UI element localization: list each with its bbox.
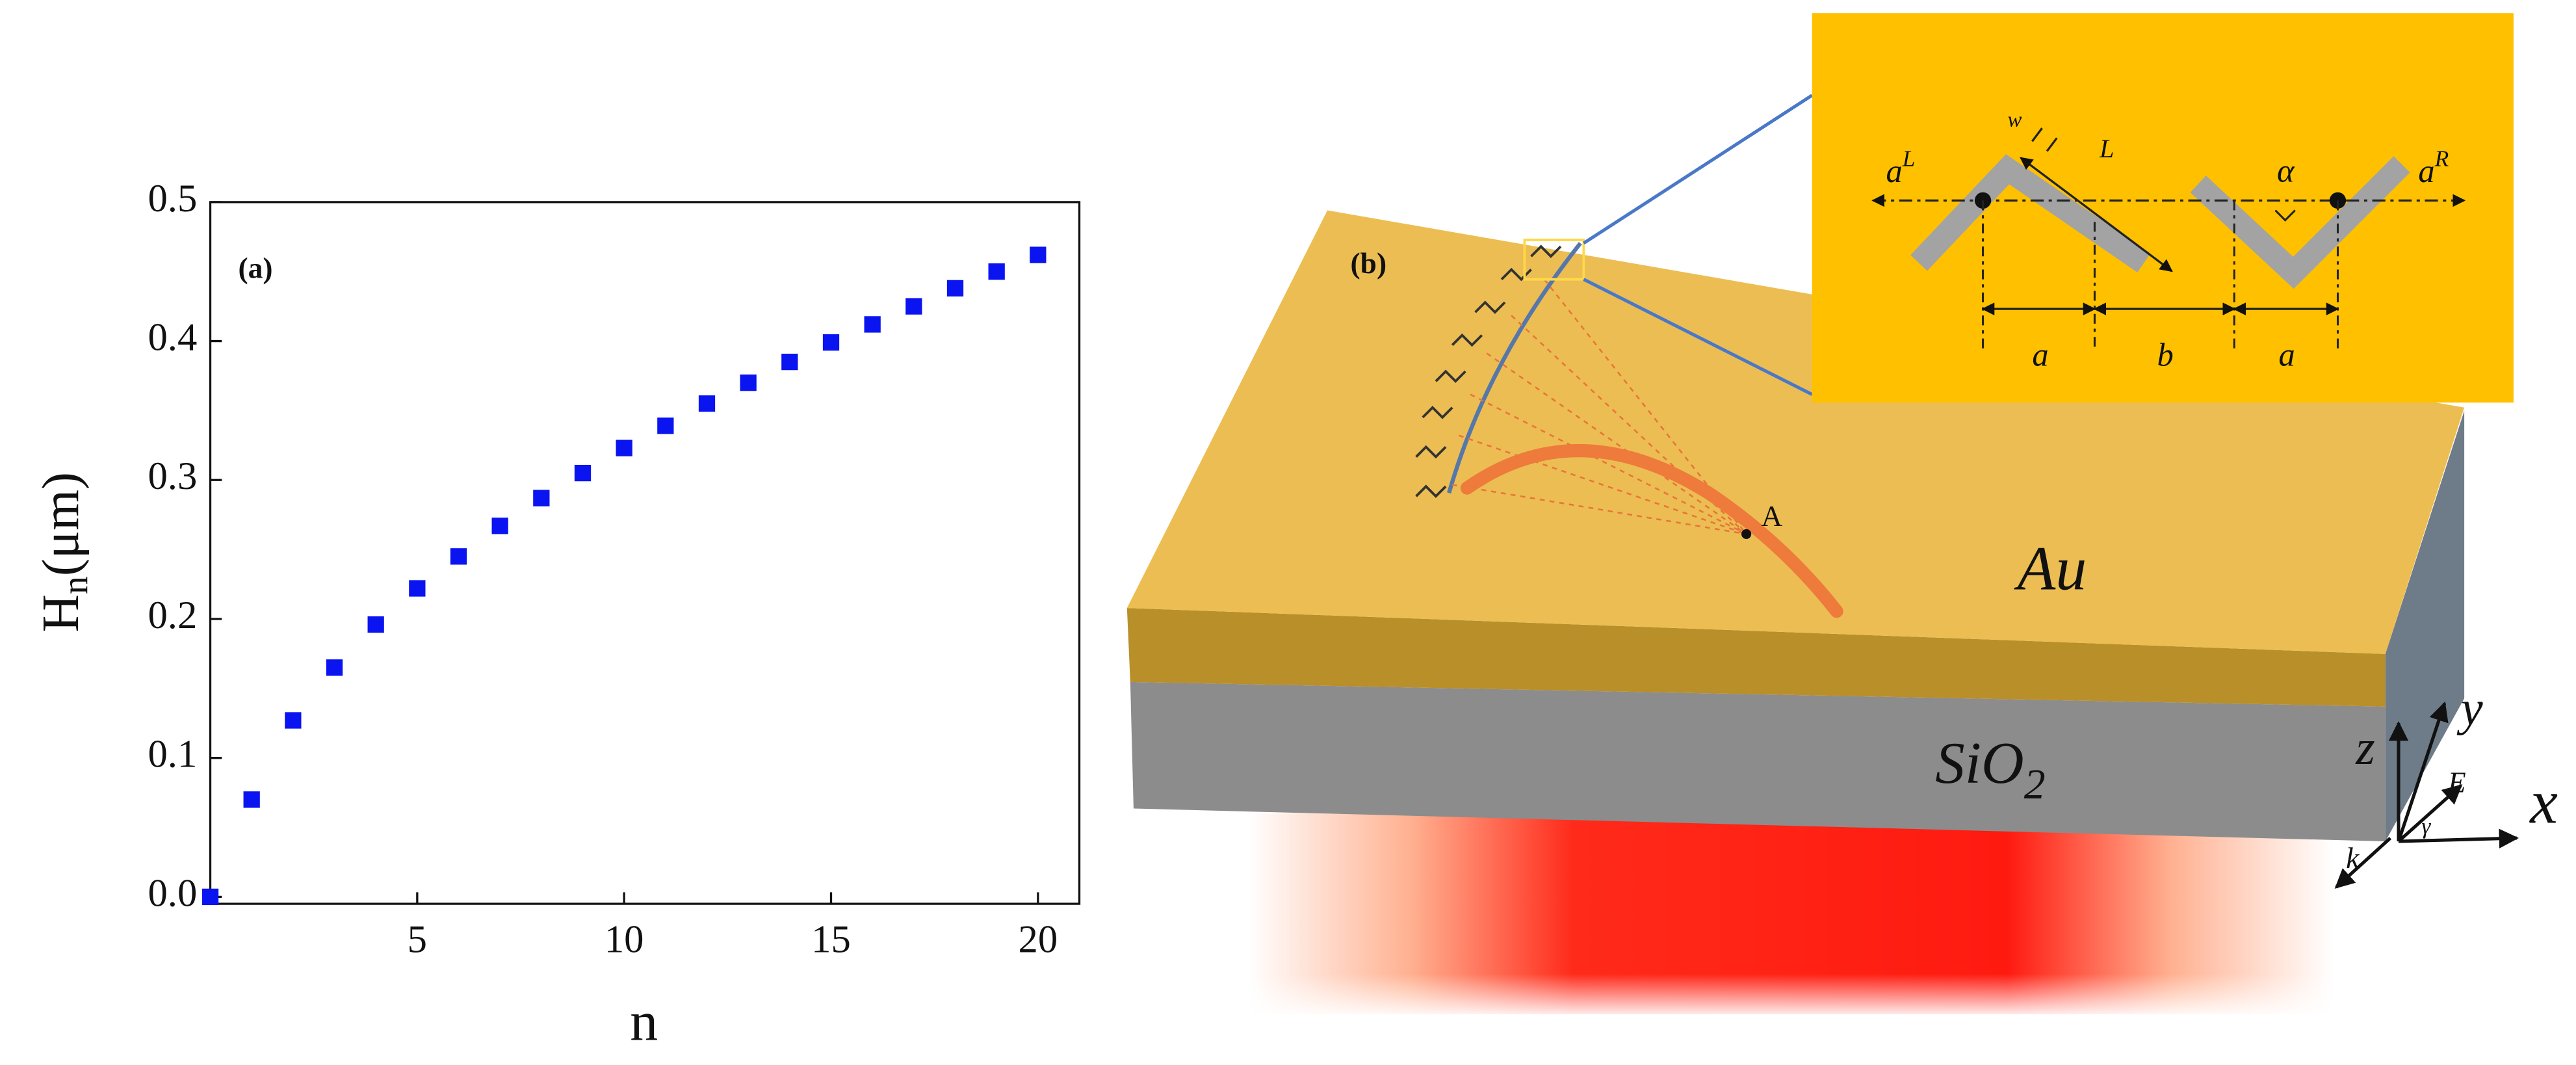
x-axis-label: n (630, 990, 658, 1052)
sio2-sub: 2 (2024, 761, 2046, 808)
point (740, 375, 757, 391)
y-axis-label: Hn(μm) (32, 472, 96, 632)
polarization-label: γ (2421, 813, 2431, 839)
plot-frame (209, 201, 1081, 905)
y-tick-label: 0.3 (148, 454, 197, 498)
zoom-box (1523, 239, 1585, 281)
dimension-arrows (1981, 127, 2339, 316)
angle-label: α (2277, 152, 2295, 189)
axis-label: x (2529, 767, 2558, 837)
axis-label: z (2355, 720, 2375, 775)
au-front (1126, 608, 2386, 707)
y-label-sub: n (55, 576, 96, 594)
point-a (1741, 529, 1752, 539)
meta-atoms (1415, 244, 1562, 498)
wave-sup: R (2434, 146, 2449, 172)
point (409, 580, 426, 597)
point (822, 334, 840, 351)
zoom-line (1583, 278, 1813, 396)
gap-label: a (2279, 337, 2295, 373)
point (202, 888, 219, 906)
point (326, 659, 343, 676)
sio2-layer (1130, 681, 2386, 842)
au-top (1126, 210, 2465, 654)
figure-content: (a) n Hn(μm) 0.00.10.20.30.40.55 10 15 20 A… (32, 13, 2558, 1052)
chart: (a) n Hn(μm) 0.00.10.20.30.40.55 10 15 20 (32, 177, 1081, 1052)
length-label: L (2099, 134, 2114, 163)
metasurface-arc (1447, 242, 1582, 494)
y-tick-label: 0.2 (148, 594, 197, 637)
sio2-main: SiO (1935, 730, 2023, 796)
point (1030, 246, 1047, 263)
point-label: A (1761, 499, 1782, 532)
point (988, 263, 1005, 280)
light-glow-fade (1248, 813, 2333, 1014)
x-tick-label: 10 (605, 918, 644, 962)
y-tick-label: 0.4 (148, 315, 197, 359)
diagram: A (b) Au SiO2 a b a aL aR L w α (1126, 13, 2558, 1014)
angle-mark (2274, 209, 2296, 222)
point (574, 464, 592, 482)
point (905, 298, 922, 315)
point (616, 440, 632, 456)
point (946, 280, 964, 297)
axis-label: y (2456, 681, 2483, 735)
x-tick-label: 15 (811, 918, 851, 962)
y-tick-label: 0.5 (148, 177, 197, 220)
gap-label: b (2157, 337, 2173, 373)
coordinate-axes (2334, 701, 2519, 889)
y-label-unit: (μm) (32, 472, 90, 576)
y-tick-label: 0.1 (148, 733, 197, 776)
gap-label: a (2032, 337, 2048, 373)
zoom-line (1583, 94, 1814, 245)
point (781, 353, 798, 371)
au-label: Au (2014, 534, 2087, 603)
panel-label: (b) (1351, 246, 1387, 280)
point (533, 490, 550, 506)
x-tick-label: 5 (408, 918, 427, 962)
sio2-label: SiO2 (1935, 730, 2045, 809)
wave-main: a (2418, 152, 2434, 189)
panel-label: (a) (238, 251, 272, 284)
point (657, 417, 674, 434)
point (450, 548, 467, 565)
wave-sup: L (1902, 146, 1916, 172)
guide-lines (1982, 200, 2339, 348)
right-wave-label: aR (2418, 146, 2449, 189)
left-wave-label: aL (1886, 146, 1915, 189)
field-label: E (2447, 766, 2466, 799)
airy-beam (1460, 443, 1843, 618)
point (367, 616, 384, 633)
point (864, 316, 881, 333)
y-label-main: H (32, 594, 90, 632)
wavevector-label: k (2346, 841, 2360, 874)
point (243, 791, 260, 808)
x-tick-label: 20 (1019, 918, 1058, 962)
wave-main: a (1886, 152, 1902, 189)
y-tick-label: 0.0 (148, 871, 197, 915)
point (491, 518, 508, 534)
point (698, 395, 716, 412)
point (285, 712, 302, 729)
width-label: w (2007, 109, 2022, 132)
